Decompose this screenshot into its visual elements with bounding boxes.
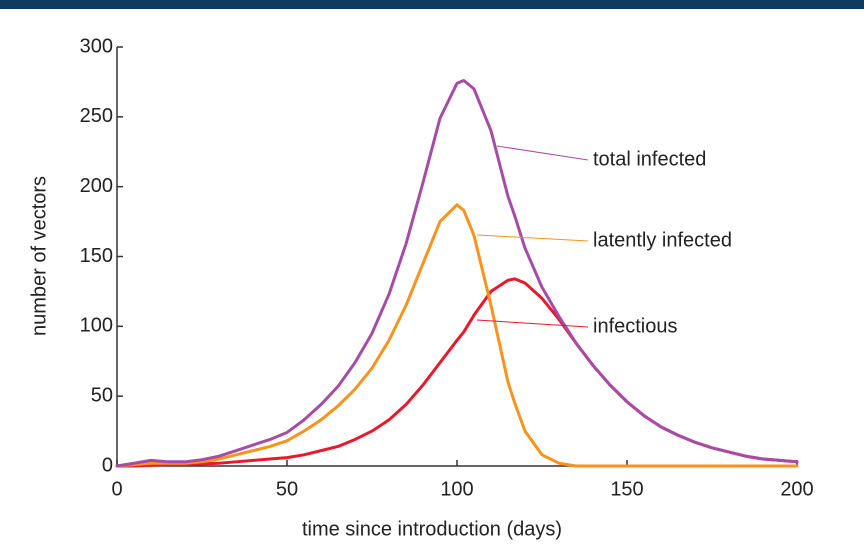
top-bar	[0, 0, 864, 9]
y-tick-label: 300	[80, 35, 113, 57]
axis-frame	[116, 47, 797, 467]
leader-line	[496, 145, 589, 161]
series-line	[115, 277, 799, 468]
y-tick-label: 0	[102, 454, 113, 476]
y-tick-label: 50	[91, 384, 113, 406]
y-tick-label: 200	[80, 175, 113, 197]
x-tick-label: 50	[276, 478, 298, 500]
y-tick-label: 100	[80, 315, 113, 337]
y-tick-label: 150	[80, 245, 113, 267]
y-axis-label: number of vectors	[28, 176, 50, 336]
x-tick-label: 100	[440, 478, 473, 500]
x-tick-label: 150	[610, 478, 643, 500]
y-tick-label: 250	[80, 105, 113, 127]
leader-line	[476, 234, 589, 242]
series-label: total infected	[593, 148, 706, 170]
x-axis-label: time since introduction (days)	[302, 518, 562, 540]
series-line	[115, 79, 799, 468]
series-label: infectious	[593, 315, 678, 337]
x-tick-label: 200	[780, 478, 813, 500]
series-line	[115, 203, 799, 468]
leader-line	[476, 319, 589, 328]
x-tick-label: 0	[111, 478, 122, 500]
series-label: latently infected	[593, 229, 732, 251]
